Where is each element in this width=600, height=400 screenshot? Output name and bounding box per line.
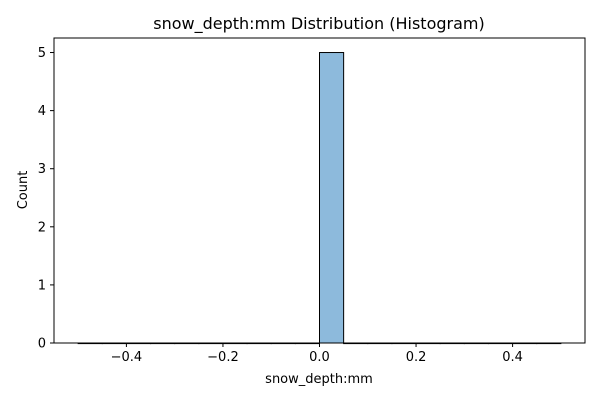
x-axis-label: snow_depth:mm bbox=[265, 372, 373, 387]
x-tick-label: 0.2 bbox=[406, 350, 427, 365]
y-tick-label: 1 bbox=[38, 278, 46, 293]
y-tick-label: 0 bbox=[38, 337, 46, 352]
y-tick-label: 4 bbox=[38, 104, 46, 119]
y-tick-label: 3 bbox=[38, 162, 46, 177]
x-tick-label: −0.4 bbox=[111, 350, 143, 365]
chart-title: snow_depth:mm Distribution (Histogram) bbox=[153, 14, 484, 34]
x-axis-ticks: −0.4 −0.2 0.0 0.2 0.4 bbox=[111, 343, 523, 365]
x-tick-label: −0.2 bbox=[207, 350, 239, 365]
y-axis-label: Count bbox=[16, 171, 31, 210]
y-axis-ticks: 0 1 2 3 4 5 bbox=[38, 46, 54, 352]
y-tick-label: 5 bbox=[38, 46, 46, 61]
y-tick-label: 2 bbox=[38, 220, 46, 235]
x-tick-label: 0.0 bbox=[309, 350, 330, 365]
histogram-bar-10 bbox=[319, 52, 345, 344]
x-tick-label: 0.4 bbox=[502, 350, 523, 365]
